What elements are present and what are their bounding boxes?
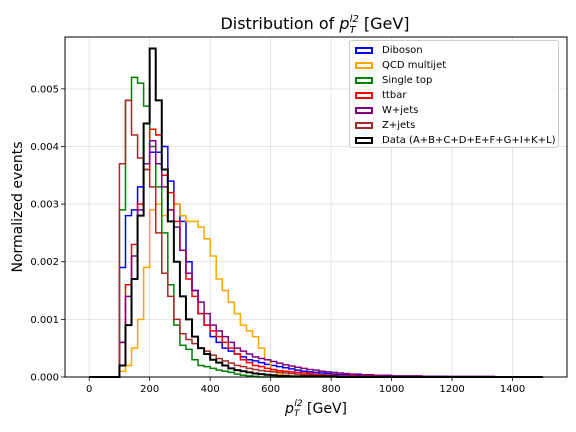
legend-swatch — [355, 137, 373, 144]
y-tick-label: 0.001 — [30, 315, 59, 326]
series-line-ttbar — [89, 128, 543, 378]
x-axis: 0 200 400 600 800 1000 1200 1400 — [86, 377, 525, 395]
legend-label: Z+jets — [382, 120, 416, 131]
legend-swatch — [355, 77, 373, 84]
x-tick-label: 1400 — [500, 384, 525, 395]
legend-item: ttbar — [355, 88, 558, 103]
legend-item: Single top — [355, 73, 558, 88]
legend-item: Z+jets — [355, 118, 558, 133]
legend-swatch — [355, 62, 373, 69]
chart-title: Distribution of pTl2 [GeV] — [220, 14, 409, 36]
x-tick-label: 200 — [140, 384, 159, 395]
legend-swatch — [355, 122, 373, 129]
legend-label: ttbar — [382, 90, 407, 101]
legend-swatch — [355, 47, 373, 54]
series-line-qcd-multijet — [89, 203, 543, 378]
legend-item: QCD multijet — [355, 58, 558, 73]
x-axis-label: pTl2 [GeV] — [284, 399, 347, 419]
legend-item: Diboson — [355, 43, 558, 58]
y-tick-label: 0.003 — [30, 200, 59, 211]
x-tick-label: 1200 — [439, 384, 464, 395]
x-tick-label: 0 — [86, 384, 92, 395]
x-tick-label: 800 — [322, 384, 341, 395]
y-axis: 0.000 0.001 0.002 0.003 0.004 0.005 — [30, 84, 65, 384]
y-tick-label: 0.005 — [30, 84, 59, 95]
x-tick-label: 600 — [261, 384, 280, 395]
y-tick-label: 0.002 — [30, 257, 59, 268]
y-tick-label: 0.004 — [30, 142, 59, 153]
legend: Diboson QCD multijet Single top ttbar W+jets… — [349, 40, 559, 148]
plot-frame — [64, 36, 568, 378]
legend-item: W+jets — [355, 103, 558, 118]
legend-label: Data (A+B+C+D+E+F+G+I+K+L) — [382, 135, 556, 146]
legend-label: QCD multijet — [382, 60, 447, 71]
x-tick-label: 400 — [201, 384, 220, 395]
series-line-w-jets — [89, 139, 543, 378]
x-tick-label: 1000 — [379, 384, 404, 395]
legend-label: W+jets — [382, 105, 419, 116]
legend-swatch — [355, 92, 373, 99]
legend-label: Single top — [382, 75, 433, 86]
legend-label: Diboson — [382, 45, 423, 56]
y-tick-label: 0.000 — [30, 373, 59, 384]
legend-swatch — [355, 107, 373, 114]
legend-item: Data (A+B+C+D+E+F+G+I+K+L) — [355, 133, 558, 148]
y-axis-label: Normalized events — [10, 141, 26, 272]
